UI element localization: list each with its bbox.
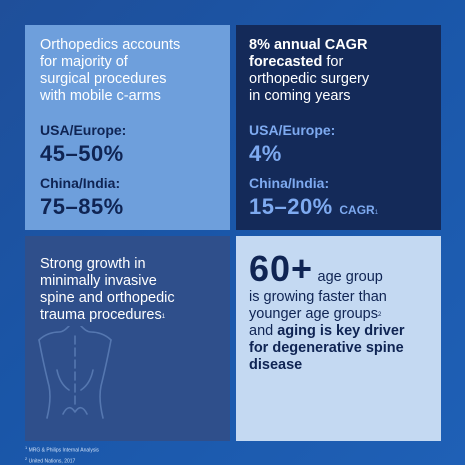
heading-line: Orthopedics accounts: [40, 37, 181, 53]
heading-line: with mobile c-arms: [40, 88, 161, 104]
body-line: is growing faster than: [249, 289, 387, 305]
heading-line: Strong growth in: [40, 256, 146, 272]
footnote-ref: 2: [378, 312, 382, 318]
age-group-heading: 60+ age group: [249, 251, 383, 287]
age-group-body: is growing faster than younger age group…: [249, 289, 405, 374]
usa-europe-value: 4%: [249, 141, 282, 166]
heading-line: trauma procedures: [40, 307, 162, 323]
heading-line: for majority of: [40, 54, 128, 70]
heading-line: for: [322, 54, 344, 70]
footnote-text: United Nations, 2017: [27, 458, 76, 465]
footnote-number: 2: [25, 455, 28, 461]
stat-tile-spine-growth: Strong growth in minimally invasive spin…: [25, 236, 230, 441]
heading-line: minimally invasive: [40, 273, 157, 289]
tile-heading: 8% annual CAGR forecasted for orthopedic…: [249, 37, 369, 105]
usa-europe-value: 45–50%: [40, 141, 124, 166]
value-suffix: CAGR: [339, 203, 375, 217]
body-bold: for degenerative spine: [249, 340, 404, 356]
footnote-text: MRG & Philips Internal Analysis: [27, 447, 99, 454]
china-india-label: China/India:: [40, 175, 121, 191]
heading-bold: 8% annual CAGR: [249, 37, 368, 53]
stat-tile-cagr: 8% annual CAGR forecasted for orthopedic…: [236, 25, 441, 230]
tile-heading: Orthopedics accounts for majority of sur…: [40, 37, 180, 105]
usa-europe-label: USA/Europe:: [249, 122, 336, 138]
china-india-value: 75–85%: [40, 194, 124, 219]
china-india-value: 15–20% CAGR1: [249, 195, 379, 222]
age-value: 60+: [249, 248, 314, 289]
footnote-number: 1: [25, 445, 28, 450]
body-line: younger age groups: [249, 306, 378, 322]
footnote-1: 1 MRG & Philips Internal Analysis: [25, 444, 99, 455]
heading-line: in coming years: [249, 88, 351, 104]
tile-heading: Strong growth in minimally invasive spin…: [40, 256, 175, 324]
stat-tile-age-group: 60+ age group is growing faster than you…: [236, 236, 441, 441]
value-number: 15–20%: [249, 194, 333, 219]
footnote-ref: 1: [161, 314, 166, 320]
footnote-ref: 1: [374, 210, 379, 216]
stat-tile-orthopedics: Orthopedics accounts for majority of sur…: [25, 25, 230, 230]
heading-line: spine and orthopedic: [40, 290, 175, 306]
china-india-label: China/India:: [249, 175, 330, 191]
heading-line: surgical procedures: [40, 71, 167, 87]
body-bold: disease: [249, 357, 303, 373]
body-line: and: [249, 323, 278, 339]
heading-line: age group: [317, 269, 383, 285]
footnote-2: 2 United Nations, 2017: [25, 455, 99, 465]
heading-bold: forecasted: [249, 54, 323, 70]
heading-line: orthopedic surgery: [249, 71, 370, 87]
usa-europe-label: USA/Europe:: [40, 122, 127, 138]
spine-back-icon: [38, 326, 112, 419]
body-bold: aging is key driver: [277, 323, 405, 339]
footnotes: 1 MRG & Philips Internal Analysis 2 Unit…: [25, 444, 99, 465]
